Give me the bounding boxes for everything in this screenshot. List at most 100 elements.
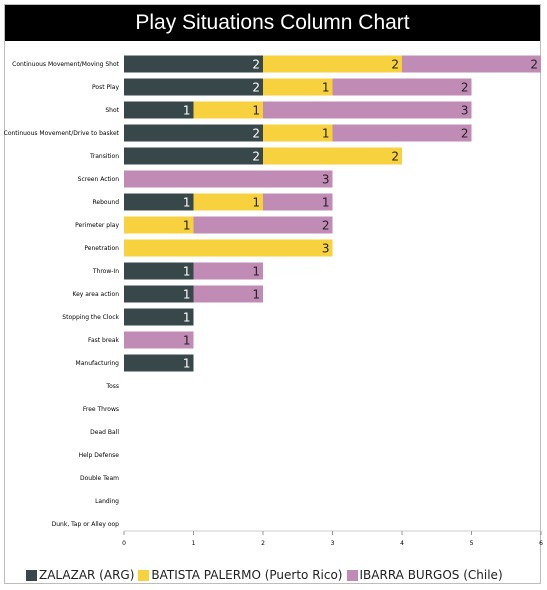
bar-segment: [124, 262, 194, 280]
data-label: 2: [252, 58, 260, 72]
category-label: Dunk, Tap or Alley oop: [52, 521, 120, 528]
bar-segment: [193, 216, 333, 234]
category-label: Continuous Movement/Moving Shot: [12, 61, 119, 68]
data-label: 1: [252, 288, 260, 302]
data-label: 1: [183, 311, 191, 325]
category-label: Screen Action: [78, 176, 120, 183]
data-label: 2: [461, 81, 469, 95]
data-label: 1: [322, 127, 330, 141]
category-label: Toss: [105, 383, 119, 390]
x-tick-label: 2: [261, 540, 265, 547]
bar-segment: [193, 193, 263, 211]
category-label: Manufacturing: [76, 360, 120, 367]
data-label: 2: [252, 150, 260, 164]
data-label: 2: [252, 81, 260, 95]
x-tick-label: 1: [192, 540, 196, 547]
category-label: Perimeter play: [75, 222, 119, 229]
x-tick-label: 5: [470, 540, 474, 547]
bar-segment: [124, 354, 194, 372]
category-label: Double Team: [80, 475, 119, 482]
data-label: 1: [252, 265, 260, 279]
category-label: Continuous Movement/Drive to basket: [4, 130, 120, 137]
data-label: 1: [183, 104, 191, 118]
data-label: 1: [183, 219, 191, 233]
bar-segment: [124, 239, 333, 257]
bar-segment: [124, 308, 194, 326]
bar-segment: [263, 55, 402, 73]
bars: [124, 55, 541, 372]
data-label: 2: [252, 127, 260, 141]
bar-segment: [263, 124, 333, 142]
category-label: Throw-In: [92, 268, 119, 275]
bar-segment: [124, 331, 194, 349]
category-label: Post Play: [92, 84, 119, 91]
bar-segment: [124, 216, 194, 234]
bar-segment: [263, 78, 333, 96]
data-label: 2: [322, 219, 330, 233]
data-label: 3: [461, 104, 469, 118]
legend: ZALAZAR (ARG) BATISTA PALERMO (Puerto Ri…: [26, 568, 507, 582]
category-label: Landing: [95, 498, 119, 505]
bar-segment: [124, 285, 194, 303]
category-label: Dead Ball: [90, 429, 119, 436]
legend-swatch-2: [138, 569, 150, 581]
bar-segment: [124, 193, 194, 211]
legend-swatch-1: [26, 569, 37, 581]
data-label: 1: [183, 288, 191, 302]
category-label: Fast break: [88, 337, 119, 344]
data-label: 1: [252, 196, 260, 210]
category-label: Penetration: [84, 245, 119, 252]
bar-segment: [124, 78, 263, 96]
category-label: Stopping the Clock: [62, 314, 119, 321]
bar-segment: [263, 147, 402, 165]
category-label: Help Defense: [79, 452, 120, 459]
bar-segment: [193, 262, 263, 280]
data-label: 3: [322, 173, 330, 187]
bar-segment: [193, 101, 263, 119]
data-label: 2: [391, 58, 399, 72]
legend-swatch-3: [346, 569, 358, 581]
category-label: Shot: [105, 107, 119, 114]
legend-label: ZALAZAR (ARG): [39, 568, 135, 582]
legend-label: IBARRA BURGOS (Chile): [359, 568, 503, 582]
legend-item[interactable]: BATISTA PALERMO (Puerto Rico): [138, 568, 343, 582]
x-axis: 0 1 2 3 4 5 6: [122, 530, 543, 547]
bar-segment: [263, 193, 333, 211]
bar-segment: [124, 124, 263, 142]
data-label: 1: [183, 265, 191, 279]
data-label: 1: [322, 81, 330, 95]
bar-segment: [124, 147, 263, 165]
data-label: 2: [461, 127, 469, 141]
x-tick-label: 0: [122, 540, 126, 547]
chart-frame: Play Situations Column Chart: [4, 4, 541, 584]
data-label: 3: [322, 242, 330, 256]
bar-segment: [332, 124, 472, 142]
chart-title: Play Situations Column Chart: [5, 5, 540, 41]
data-label: 2: [530, 58, 538, 72]
x-tick-label: 6: [539, 540, 543, 547]
data-label: 1: [252, 104, 260, 118]
category-label: Transition: [89, 153, 119, 160]
value-labels: 2 2 2 2 1 2 1 1 3 2 1 2 2 2 3 1 1 1 1 2 3 1 1 1 1 1 1 1: [183, 58, 538, 371]
data-label: 1: [183, 357, 191, 371]
legend-item[interactable]: ZALAZAR (ARG): [26, 568, 134, 582]
data-label: 1: [183, 334, 191, 348]
bar-segment: [332, 78, 472, 96]
bar-segment: [124, 101, 194, 119]
category-label: Free Throws: [83, 406, 119, 413]
bar-segment: [124, 55, 263, 73]
category-label: Rebound: [93, 199, 120, 206]
data-label: 1: [183, 196, 191, 210]
category-label: Key area action: [72, 291, 119, 298]
bar-segment: [402, 55, 541, 73]
bar-segment: [263, 101, 472, 119]
bar-segment: [124, 170, 333, 188]
x-tick-label: 4: [400, 540, 404, 547]
category-labels: Continuous Movement/Moving Shot Post Play…: [4, 61, 120, 528]
legend-label: BATISTA PALERMO (Puerto Rico): [151, 568, 343, 582]
x-tick-label: 3: [331, 540, 335, 547]
data-label: 1: [322, 196, 330, 210]
legend-item[interactable]: IBARRA BURGOS (Chile): [346, 568, 503, 582]
data-label: 2: [391, 150, 399, 164]
